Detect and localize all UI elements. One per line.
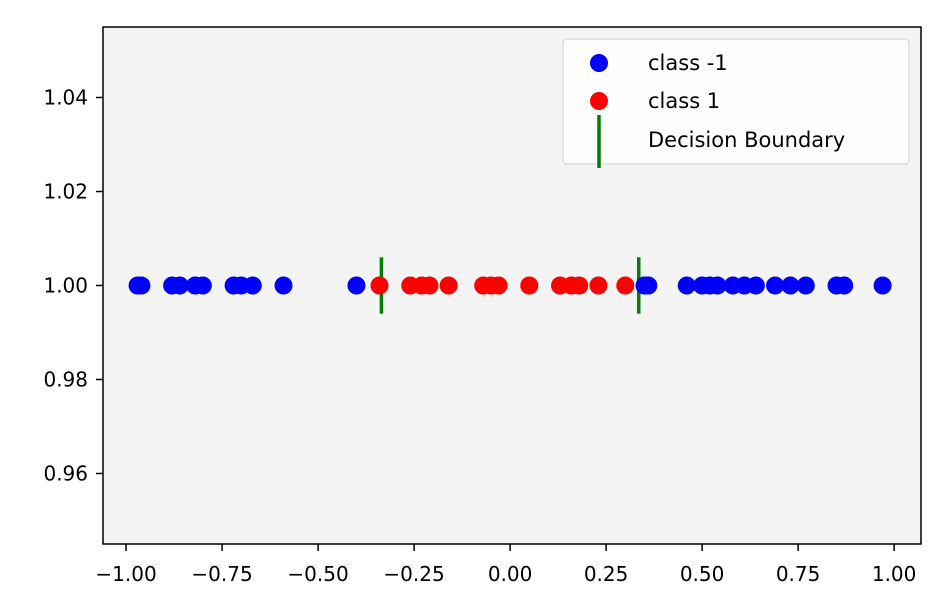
x-tick-label: 0.75 [776, 562, 821, 586]
data-point-class-neg1 [274, 276, 293, 295]
data-point-class-neg1 [781, 276, 800, 295]
x-tick-label: −0.25 [383, 562, 444, 586]
y-tick-label: 0.98 [43, 368, 88, 392]
legend-label-decision-boundary: Decision Boundary [648, 128, 845, 152]
x-tick-label: −0.75 [191, 562, 252, 586]
data-point-class-1 [370, 276, 389, 295]
x-axis: −1.00 −0.75 −0.50 −0.25 0.00 0.25 0.50 0.75 1.00 [95, 544, 916, 586]
legend: class -1 class 1 Decision Boundary [562, 38, 910, 168]
data-point-class-1 [420, 276, 439, 295]
x-tick-label: 0.50 [680, 562, 725, 586]
data-point-class-neg1 [243, 276, 262, 295]
x-tick-label: 1.00 [872, 562, 917, 586]
legend-label-class-1: class 1 [648, 89, 720, 113]
data-point-class-neg1 [677, 276, 696, 295]
y-tick-label: 1.00 [43, 274, 88, 298]
data-point-class-neg1 [347, 276, 366, 295]
data-point-class-neg1 [796, 276, 815, 295]
y-tick-label: 1.02 [43, 180, 88, 204]
y-tick-label: 0.96 [43, 462, 88, 486]
x-tick-label: 0.25 [584, 562, 629, 586]
legend-label-class-neg1: class -1 [648, 51, 728, 75]
data-point-class-neg1 [873, 276, 892, 295]
data-point-class-neg1 [132, 276, 151, 295]
data-point-class-neg1 [746, 276, 765, 295]
data-point-class-neg1 [193, 276, 212, 295]
data-points-group [128, 276, 892, 295]
x-tick-label: −0.50 [287, 562, 348, 586]
data-point-class-1 [616, 276, 635, 295]
data-point-class-neg1 [766, 276, 785, 295]
x-tick-label: 0.00 [488, 562, 533, 586]
y-axis: 0.96 0.98 1.00 1.02 1.04 [43, 86, 103, 486]
data-point-class-1 [439, 276, 458, 295]
x-tick-label: −1.00 [95, 562, 156, 586]
legend-marker-class-neg1 [590, 54, 608, 72]
data-point-class-1 [570, 276, 589, 295]
y-tick-label: 1.04 [43, 86, 88, 110]
data-point-class-1 [520, 276, 539, 295]
data-point-class-neg1 [708, 276, 727, 295]
data-point-class-neg1 [170, 276, 189, 295]
data-point-class-1 [589, 276, 608, 295]
data-point-class-neg1 [835, 276, 854, 295]
legend-box [562, 38, 910, 165]
legend-marker-class-1 [590, 92, 608, 110]
data-point-class-neg1 [639, 276, 658, 295]
data-point-class-1 [489, 276, 508, 295]
